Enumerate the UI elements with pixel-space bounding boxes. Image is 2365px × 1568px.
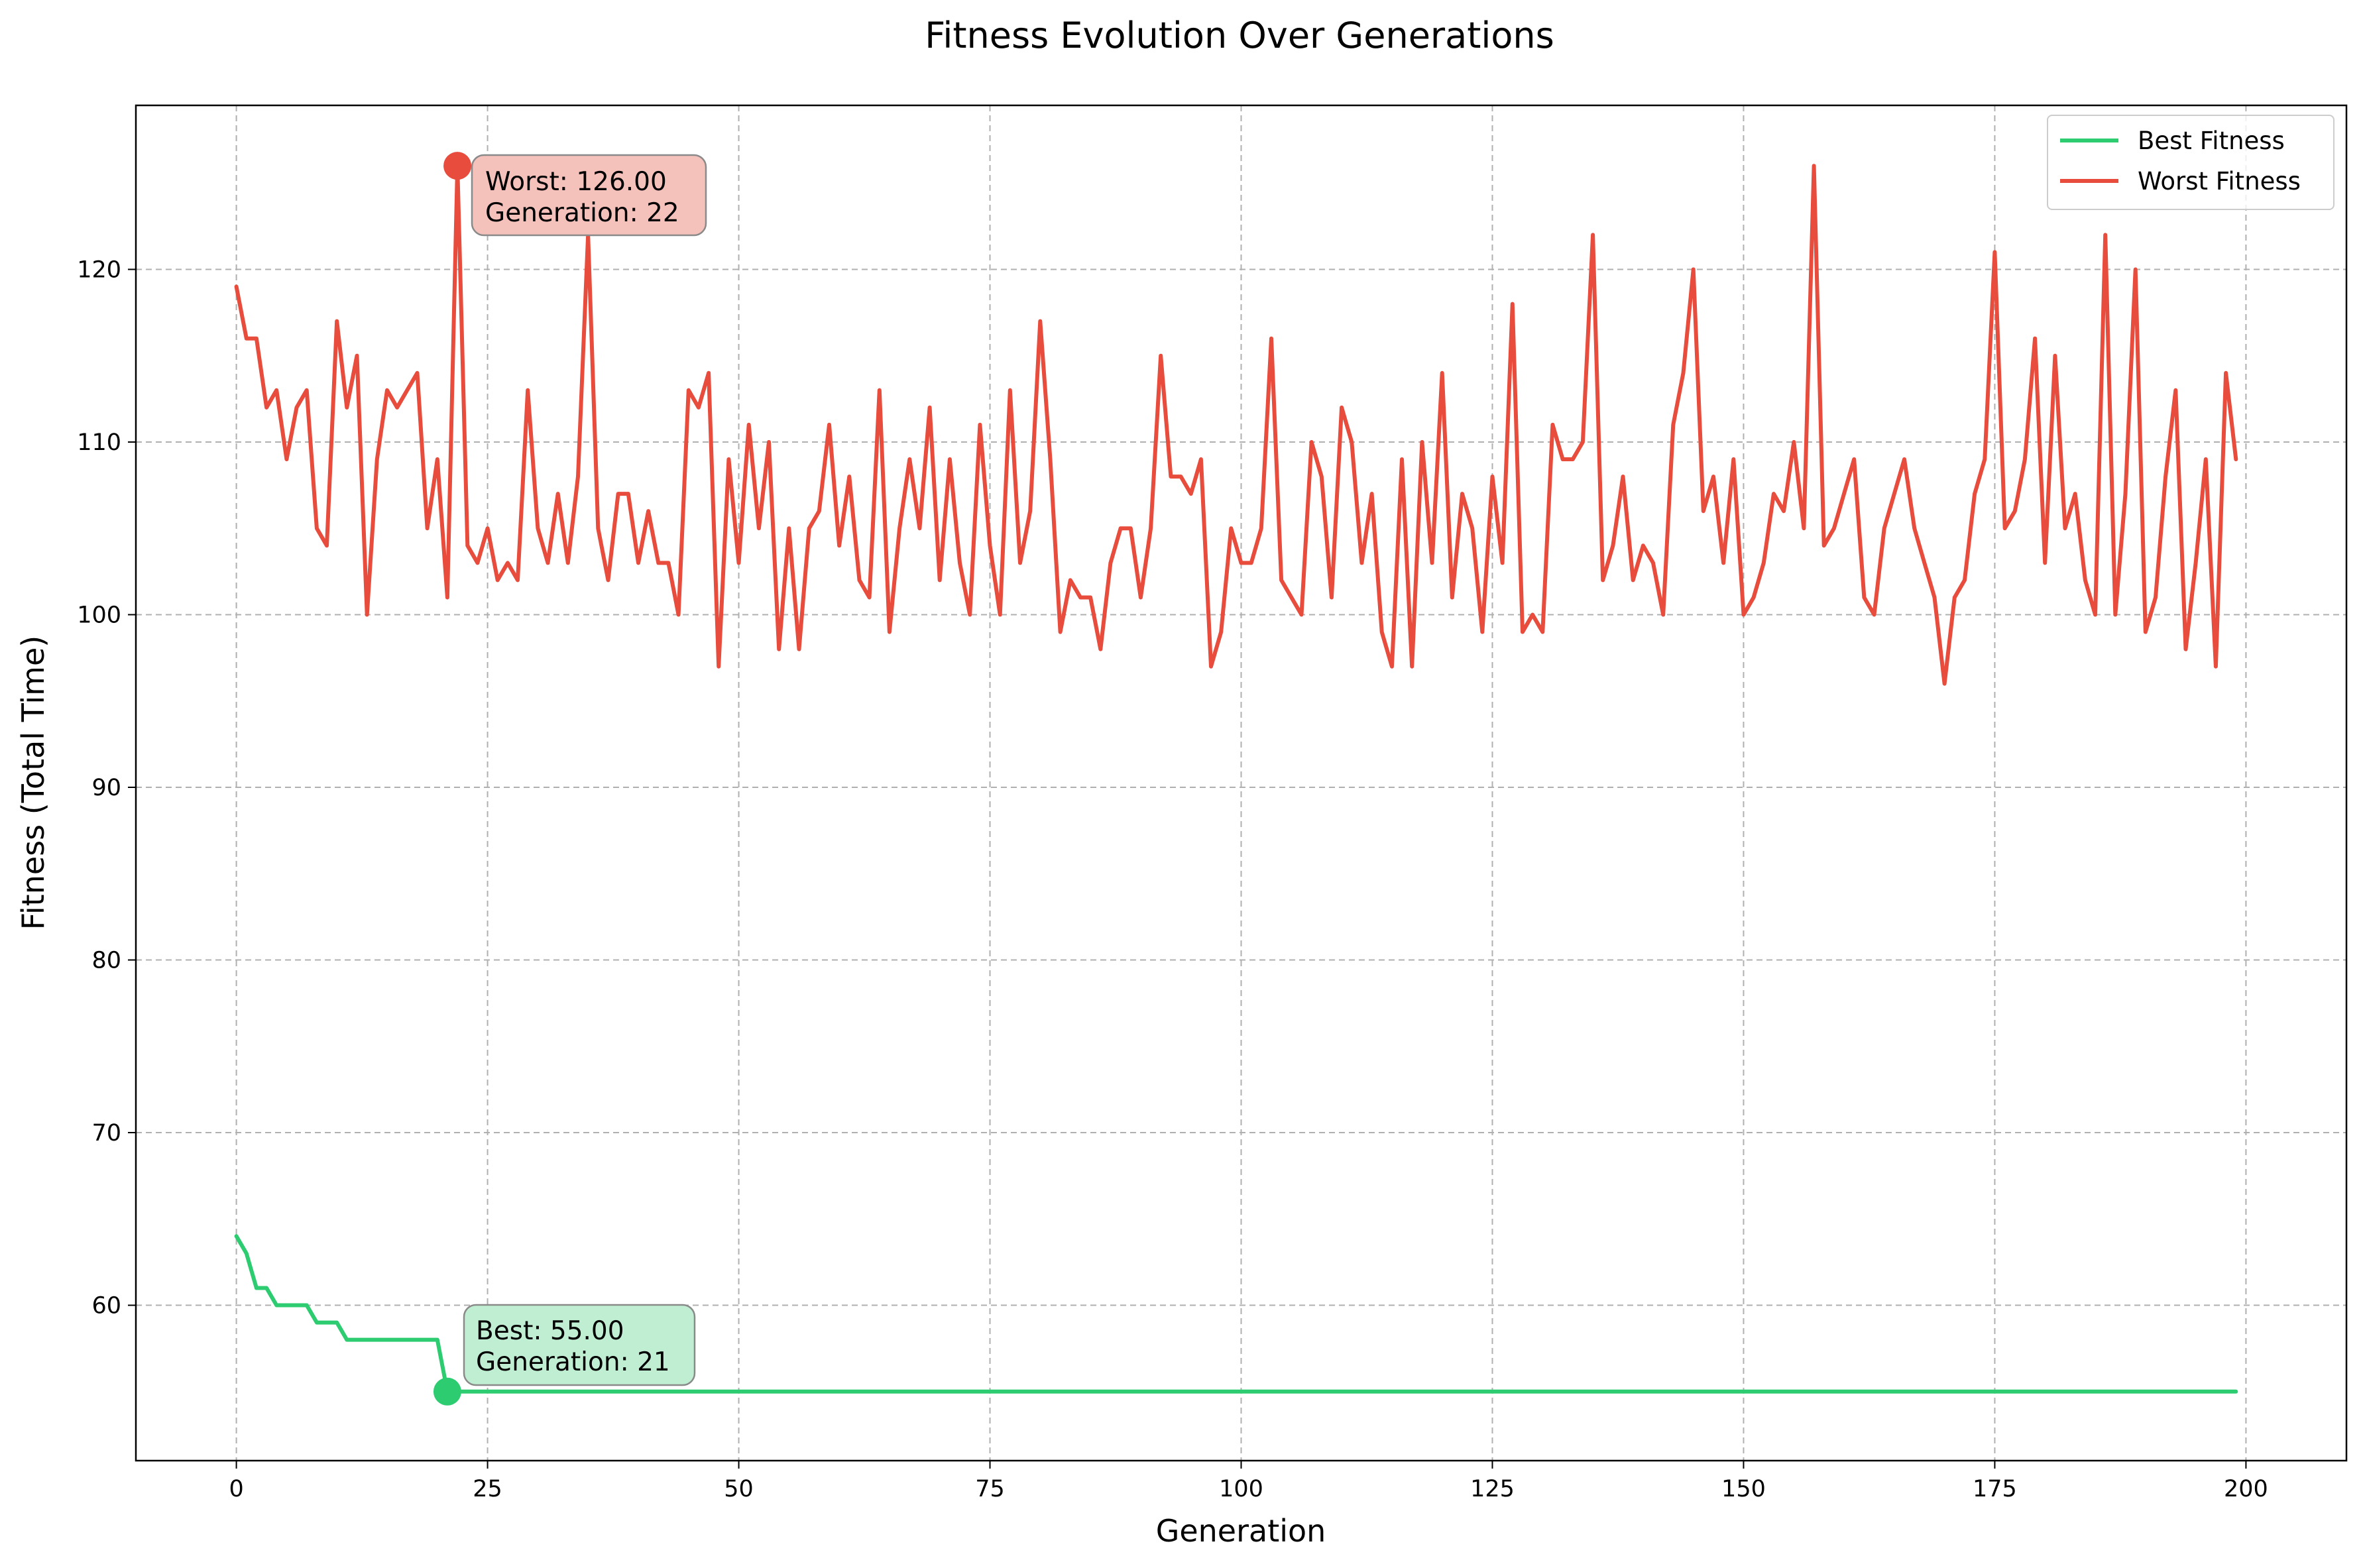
series-line-best-fitness xyxy=(234,1234,2238,1394)
highlight-markers xyxy=(433,152,472,1406)
legend-label-best-fitness: Best Fitness xyxy=(2138,127,2285,155)
worst-annotation-box xyxy=(471,154,707,237)
legend-label-worst-fitness: Worst Fitness xyxy=(2138,167,2301,196)
highlight-marker-worst-fitness xyxy=(443,152,472,180)
worst-annotation: Worst: 126.00 Generation: 22 xyxy=(471,154,707,237)
x-tick-label: 200 xyxy=(2224,1476,2268,1502)
y-tick-label: 60 xyxy=(91,1293,121,1319)
x-tick-label: 0 xyxy=(229,1476,243,1502)
x-axis-label: Generation xyxy=(1156,1513,1326,1549)
best-annotation: Best: 55.00 Generation: 21 xyxy=(463,1304,696,1386)
y-tick-label: 110 xyxy=(77,429,121,456)
grid-lines xyxy=(136,105,2346,1461)
worst-annotation-generation: Generation: 22 xyxy=(485,198,679,228)
worst-annotation-value: Worst: 126.00 xyxy=(485,167,667,197)
best-annotation-value: Best: 55.00 xyxy=(476,1316,624,1346)
best-annotation-box xyxy=(463,1304,696,1386)
y-tick-label: 70 xyxy=(91,1120,121,1147)
series-line-worst-fitness xyxy=(234,164,2238,686)
y-tick-label: 80 xyxy=(91,948,121,974)
x-tick-label: 75 xyxy=(975,1476,1005,1502)
x-tick-label: 175 xyxy=(1973,1476,2017,1502)
x-tick-label: 125 xyxy=(1470,1476,1515,1502)
best-annotation-generation: Generation: 21 xyxy=(476,1347,670,1377)
y-tick-label: 90 xyxy=(91,775,121,801)
y-axis-label: Fitness (Total Time) xyxy=(15,636,51,930)
x-tick-label: 100 xyxy=(1219,1476,1263,1502)
highlight-marker-best-fitness xyxy=(433,1377,461,1406)
series-lines xyxy=(234,164,2238,1394)
y-tick-label: 120 xyxy=(77,256,121,283)
chart-title: Fitness Evolution Over Generations xyxy=(925,15,1554,56)
axis-ticks: 0 25 50 75 100 125 150 175 200 60 70 80 90 100 110 120 xyxy=(77,256,2268,1502)
x-tick-label: 150 xyxy=(1721,1476,1766,1502)
x-tick-label: 25 xyxy=(473,1476,502,1502)
legend-box xyxy=(2047,115,2335,210)
legend: Best Fitness Worst Fitness xyxy=(2047,115,2335,210)
x-tick-label: 50 xyxy=(724,1476,754,1502)
y-tick-label: 100 xyxy=(77,602,121,629)
